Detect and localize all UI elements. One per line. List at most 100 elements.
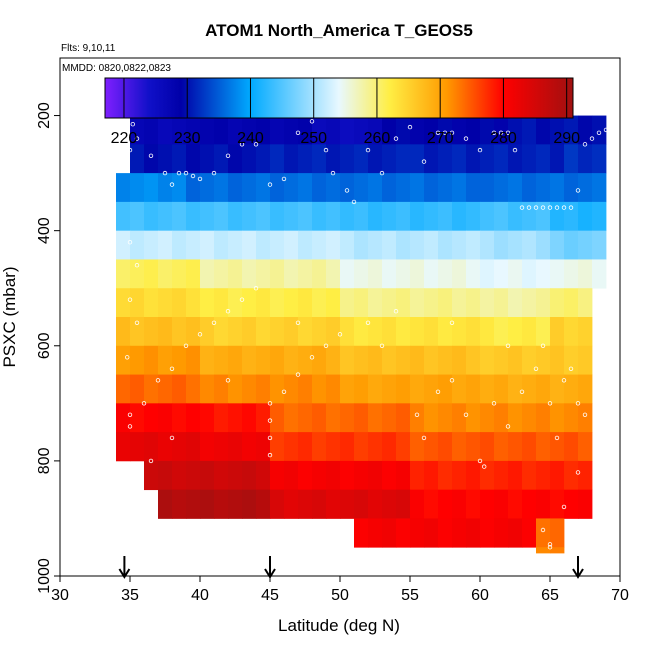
heatmap-cell [354, 259, 369, 289]
flight-point [582, 412, 588, 417]
heatmap-cell [536, 173, 551, 203]
heatmap-cell [536, 288, 551, 318]
heatmap-cell [200, 201, 215, 232]
y-tick-label: 800 [36, 447, 53, 474]
heatmap-cell [578, 173, 593, 203]
flight-point [295, 130, 301, 135]
heatmap-cell [424, 489, 439, 519]
heatmap-cell [522, 432, 537, 462]
heatmap-cell [480, 288, 495, 318]
heatmap-cell [270, 201, 285, 232]
x-tick-label: 65 [541, 587, 559, 604]
heatmap-cell [466, 460, 481, 491]
heatmap-cell [186, 173, 201, 203]
flight-point [134, 136, 140, 141]
flight-point [239, 142, 245, 147]
heatmap-cell [396, 288, 411, 318]
heatmap-cell [550, 518, 565, 548]
y-tick-label: 1000 [36, 558, 53, 594]
heatmap-cell [452, 345, 467, 375]
heatmap-cell [466, 489, 481, 519]
heatmap-cell [270, 489, 285, 519]
heatmap-cell [354, 374, 369, 404]
heatmap-cell [410, 230, 425, 260]
flight-point [148, 153, 154, 158]
heatmap-cell [354, 345, 369, 375]
heatmap-cell [382, 259, 397, 289]
heatmap-cell [284, 144, 299, 174]
heatmap-cell [424, 432, 439, 462]
flight-point [323, 147, 329, 153]
heatmap-cell [228, 460, 243, 491]
heatmap-cell [326, 201, 341, 232]
flight-point [330, 170, 336, 176]
heatmap-cell [536, 317, 551, 347]
heatmap-cell [508, 259, 523, 289]
heatmap-cell [284, 403, 299, 433]
heatmap-cell [466, 518, 481, 548]
heatmap-cell [298, 259, 313, 289]
heatmap-cell [550, 173, 565, 203]
x-tick-label: 30 [51, 587, 69, 604]
heatmap-cell [396, 460, 411, 491]
heatmap-cell [340, 432, 355, 462]
heatmap-cell [592, 173, 607, 203]
heatmap-cell [130, 403, 145, 433]
flight-point [127, 424, 133, 429]
heatmap-cell [116, 403, 131, 433]
heatmap-cell [494, 201, 509, 232]
heatmap-cell [382, 345, 397, 375]
heatmap-cell [494, 144, 509, 174]
heatmap-cell [200, 144, 215, 174]
heatmap-cell [200, 259, 215, 289]
heatmap-cell [312, 230, 327, 260]
heatmap-cell [284, 432, 299, 462]
heatmap-cell [340, 201, 355, 232]
heatmap-cell [494, 460, 509, 491]
heatmap-cell [256, 201, 271, 232]
heatmap-cell [536, 259, 551, 289]
heatmap-cell [368, 201, 383, 232]
heatmap-cell [214, 230, 229, 260]
heatmap-cell [578, 144, 593, 174]
heatmap-cell [214, 288, 229, 318]
heatmap-cell [396, 144, 411, 174]
heatmap-cell [158, 460, 173, 491]
heatmap-cell [256, 345, 271, 375]
heatmap-cell [480, 403, 495, 433]
flight-point [337, 332, 343, 337]
heatmap-cell [438, 518, 453, 548]
flight-point [547, 401, 553, 406]
y-tick-label: 400 [36, 217, 53, 244]
heatmap-cell [228, 230, 243, 260]
flight-point [295, 320, 301, 325]
heatmap-cell [424, 518, 439, 548]
flight-point [393, 136, 399, 141]
heatmap-cell [536, 345, 551, 375]
heatmap-cell [508, 230, 523, 260]
flight-point [435, 130, 441, 135]
flight-point [568, 205, 574, 210]
heatmap-cell [130, 259, 145, 289]
heatmap-cell [172, 259, 187, 289]
heatmap-cell [158, 317, 173, 347]
heatmap-cell [438, 288, 453, 318]
heatmap-cell [382, 144, 397, 174]
heatmap-cell [564, 288, 579, 318]
heatmap-cell [536, 230, 551, 260]
heatmap-cell [326, 345, 341, 375]
heatmap-cell [158, 230, 173, 260]
heatmap-cell [340, 317, 355, 347]
flight-point [127, 147, 133, 153]
heatmap-cell [452, 460, 467, 491]
heatmap-cell [242, 201, 257, 232]
heatmap-cell [466, 317, 481, 347]
flight-point [183, 170, 189, 176]
flight-point [141, 401, 147, 406]
flight-point [309, 119, 315, 124]
heatmap-cell [592, 144, 607, 174]
heatmap-cell [270, 115, 285, 145]
flight-point [603, 127, 609, 133]
heatmap-cell [214, 317, 229, 347]
heatmap-cell [578, 288, 593, 318]
